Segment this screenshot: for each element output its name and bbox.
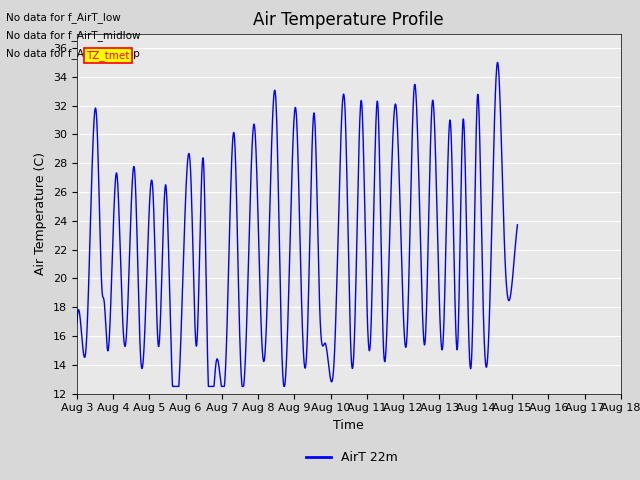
Title: Air Temperature Profile: Air Temperature Profile [253, 11, 444, 29]
X-axis label: Time: Time [333, 419, 364, 432]
Text: No data for f_AirT_midtop: No data for f_AirT_midtop [6, 48, 140, 60]
Text: No data for f_AirT_low: No data for f_AirT_low [6, 12, 121, 23]
Text: TZ_tmet: TZ_tmet [86, 50, 130, 61]
Legend: AirT 22m: AirT 22m [301, 446, 403, 469]
Y-axis label: Air Temperature (C): Air Temperature (C) [35, 152, 47, 275]
Text: No data for f_AirT_midlow: No data for f_AirT_midlow [6, 30, 141, 41]
